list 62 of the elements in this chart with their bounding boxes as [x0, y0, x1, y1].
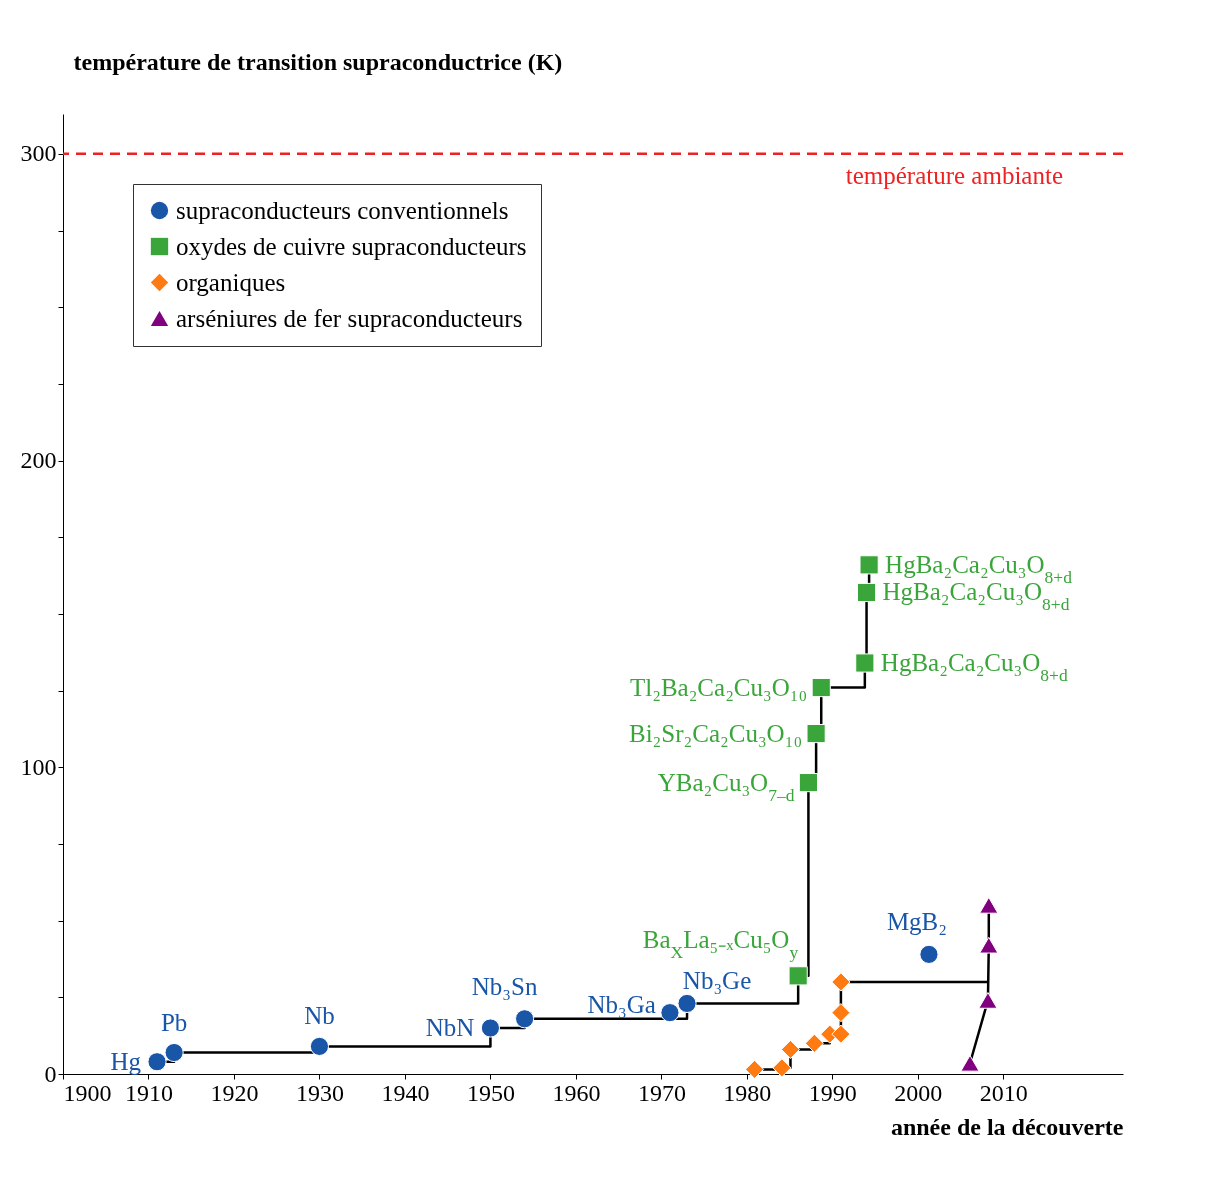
legend-label: arséniures de fer supraconducteurs: [176, 304, 523, 332]
annotation: Bi₂Sr₂Ca₂Cu₃O₁₀: [628, 719, 803, 747]
point: [859, 555, 879, 575]
x-axis-title: année de la découverte: [890, 1113, 1124, 1140]
annotation: Nb₃Ge: [682, 967, 752, 995]
point: [480, 1018, 500, 1038]
annotation: Pb: [160, 1008, 188, 1036]
point: [147, 1052, 167, 1072]
x-tick-label: 1960: [552, 1079, 601, 1106]
x-tick-label: 1970: [637, 1079, 686, 1106]
x-tick-label: 1930: [295, 1079, 344, 1106]
annotation: NbN: [425, 1013, 475, 1041]
point: [772, 1058, 792, 1078]
point: [309, 1036, 330, 1056]
y-tick-label: 100: [20, 753, 57, 780]
annotation: Hg: [110, 1047, 142, 1075]
x-tick-label: 1990: [808, 1079, 857, 1106]
y-axis-title: température de transition supraconductrice (K): [73, 48, 563, 75]
x-tick-label: 1940: [381, 1079, 430, 1106]
annotation: HgBa₂Ca₂Cu₃O$_{8+d}$: [880, 649, 1068, 686]
annotation: Ba$_{X}$La₅₋ₓCu₅O$_{y}$: [642, 925, 799, 962]
point: [515, 1009, 535, 1029]
point: [798, 773, 818, 793]
point: [780, 1039, 801, 1060]
point: [856, 582, 877, 603]
point: [831, 972, 851, 992]
point: [919, 944, 939, 964]
legend-label: oxydes de cuivre supraconducteurs: [176, 232, 527, 260]
point: [806, 723, 826, 744]
y-tick-label: 0: [44, 1060, 57, 1087]
x-tick-label: 2000: [894, 1079, 943, 1106]
point: [855, 653, 875, 673]
point: [804, 1033, 824, 1053]
point: [831, 1024, 851, 1044]
x-tick-label: 1910: [124, 1079, 173, 1106]
x-tick-label: 1900: [63, 1079, 112, 1106]
point: [831, 1003, 851, 1023]
annotation: MgB₂: [886, 908, 948, 936]
x-tick-label: 1920: [210, 1079, 259, 1106]
point: [960, 1054, 980, 1072]
x-tick-label: 1950: [466, 1079, 515, 1106]
point: [811, 677, 831, 698]
annotation: Nb₃Sn: [471, 972, 538, 1000]
annotation: Nb: [304, 1002, 335, 1030]
point: [978, 992, 998, 1009]
y-tick-label: 300: [20, 140, 57, 167]
point: [788, 966, 808, 986]
legend-label: supraconducteurs conventionnels: [176, 196, 509, 224]
legend-label: organiques: [176, 268, 286, 296]
x-tick-label: 1980: [723, 1079, 772, 1106]
annotation: YBa₂Cu₃O$_{7–d}$: [657, 768, 795, 805]
ref-line-label: température ambiante: [845, 161, 1063, 189]
point: [979, 936, 999, 954]
point: [979, 896, 999, 914]
point: [744, 1059, 765, 1079]
point: [677, 993, 697, 1014]
x-tick-label: 2010: [979, 1079, 1028, 1106]
annotation: Tl₂Ba₂Ca₂Cu₃O₁₀: [629, 673, 808, 701]
annotation: Nb₃Ga: [587, 990, 656, 1018]
point: [660, 1003, 680, 1023]
point: [164, 1042, 184, 1063]
y-tick-label: 200: [20, 447, 57, 474]
